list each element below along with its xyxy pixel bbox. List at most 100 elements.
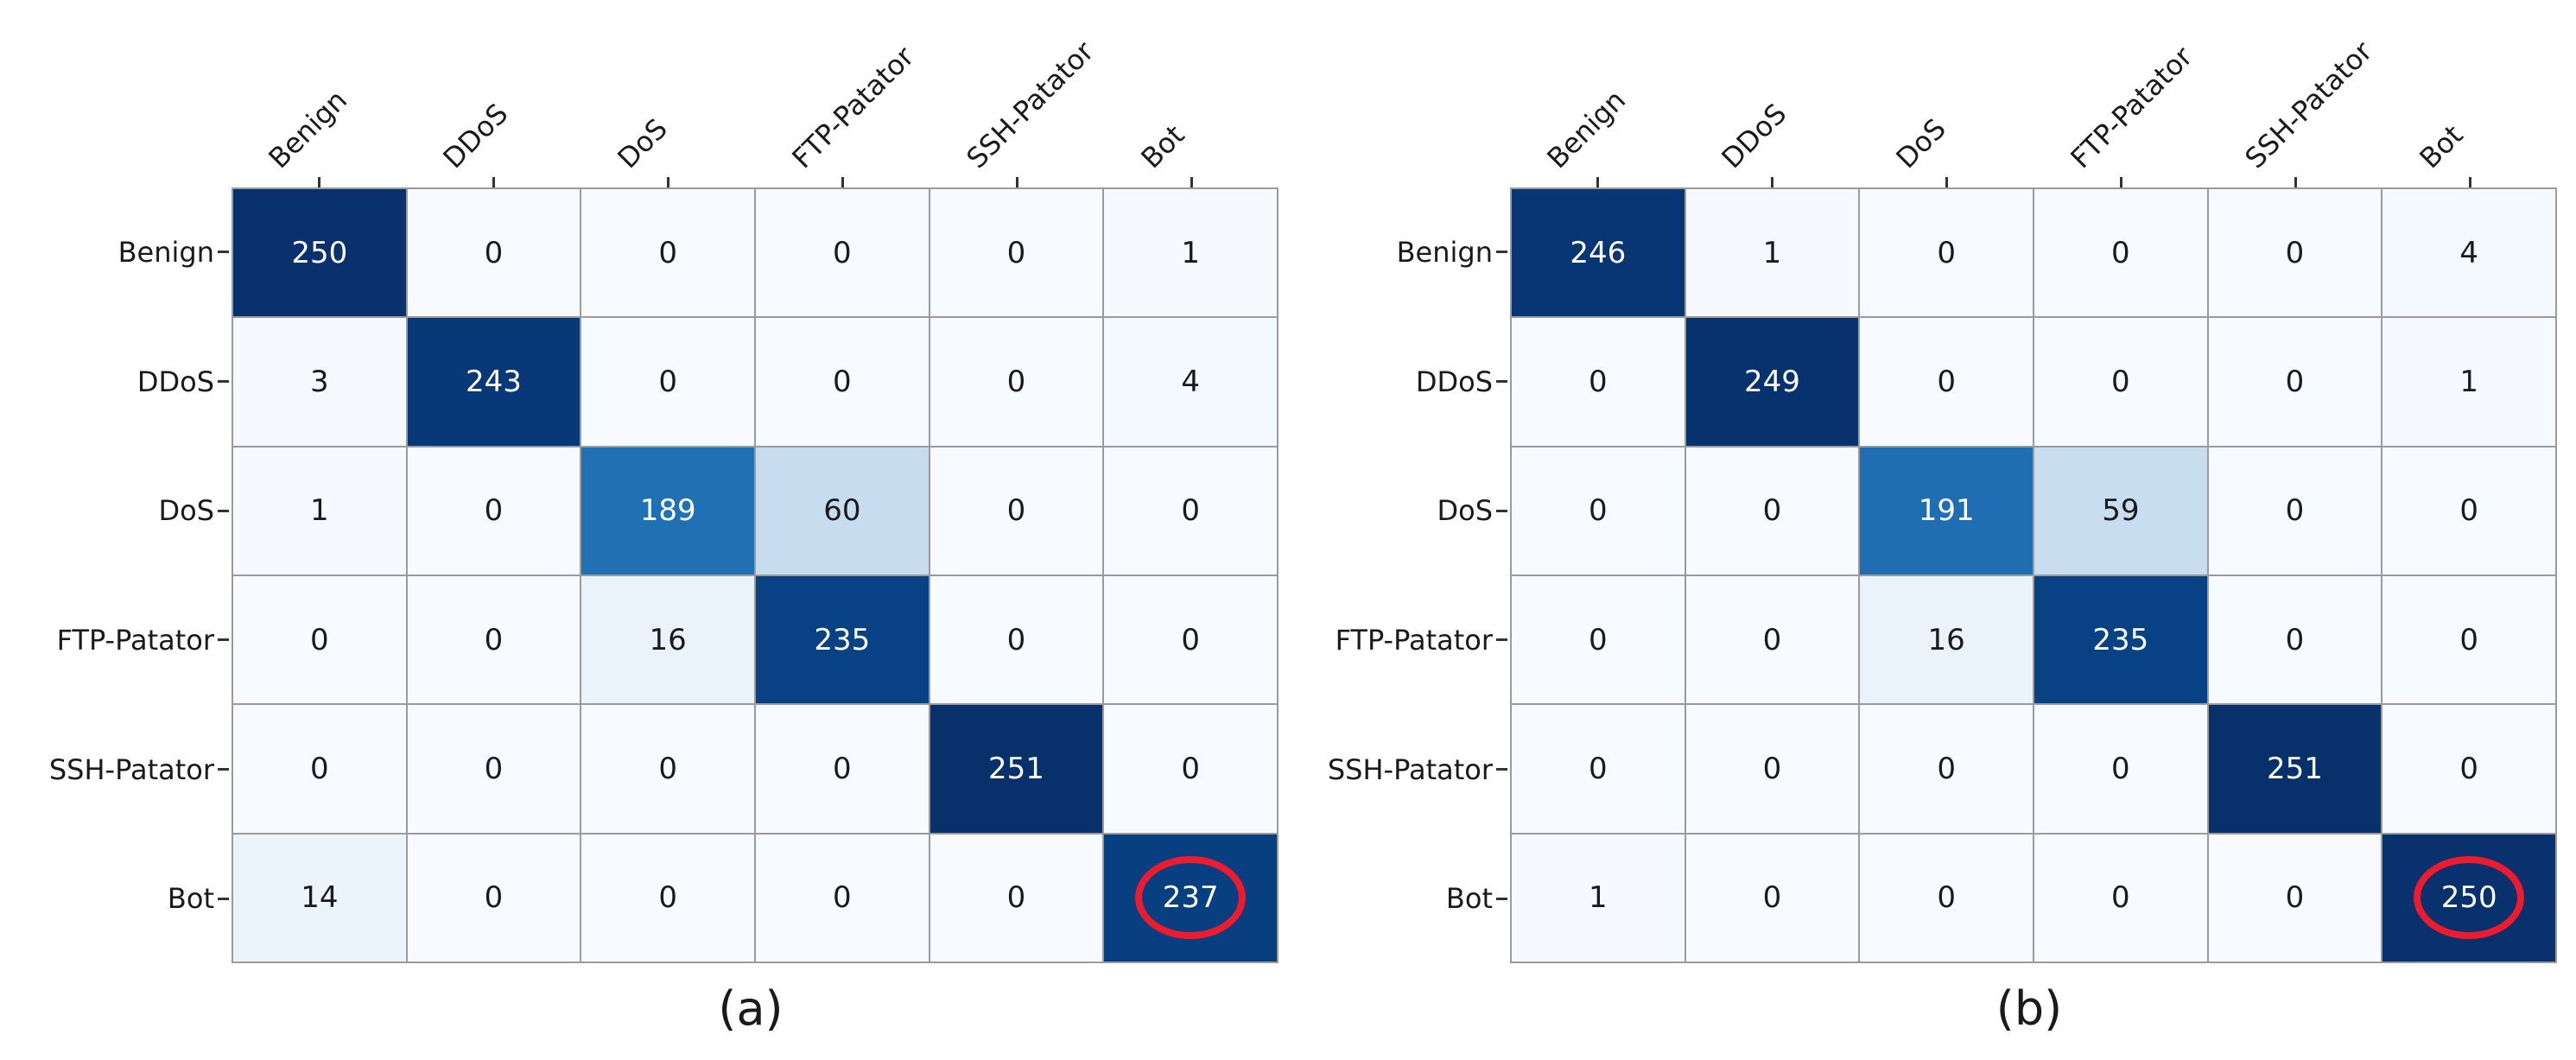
- col-label-benign: Benign: [1540, 83, 1633, 175]
- cell-value: 4: [2459, 235, 2478, 270]
- matrix-cell: 0: [929, 833, 1104, 962]
- y-axis-tick: [1496, 509, 1507, 512]
- matrix-cell: 0: [1511, 446, 1685, 575]
- cell-value: 237: [1162, 880, 1219, 916]
- matrix-cell: 243: [406, 317, 581, 447]
- col-label-dos: DoS: [611, 111, 674, 175]
- matrix-cell: 1: [2382, 317, 2556, 447]
- matrix-cell: 59: [2034, 446, 2208, 575]
- matrix-cell: 0: [1511, 704, 1685, 834]
- cell-value: 16: [649, 622, 687, 657]
- matrix-cell: 0: [2207, 188, 2382, 318]
- cell-value: 0: [833, 880, 852, 916]
- cell-value: 0: [833, 364, 852, 399]
- cell-value: 4: [1181, 364, 1200, 399]
- row-label-ftp-patator: FTP-Patator: [1335, 623, 1493, 657]
- matrix-cell: 249: [1685, 317, 1860, 447]
- x-axis-tick: [2119, 177, 2122, 187]
- matrix-cell: 250: [232, 188, 407, 318]
- matrix-cell: 1: [1103, 188, 1278, 318]
- matrix-cell: 0: [1859, 317, 2034, 447]
- confusion-matrix-panel-a: 250 0 0 0 0 1 3 243 0 0 0 4 1 0 189 60 0 0 0 0 16 235 0 0 0 0 0 0 25…: [48, 35, 1278, 963]
- cell-value: 0: [310, 751, 329, 786]
- cell-value: 0: [310, 622, 329, 657]
- cell-value: 0: [2285, 493, 2305, 529]
- cell-value: 0: [2459, 751, 2478, 786]
- matrix-cell: 0: [2382, 446, 2556, 575]
- cell-value: 0: [484, 622, 504, 657]
- cell-value: 1: [2459, 364, 2478, 399]
- x-axis-tick: [1190, 177, 1193, 187]
- matrix-cell: 0: [1685, 833, 1860, 962]
- row-label-dos: DoS: [1437, 494, 1493, 528]
- matrix-cell: 0: [406, 704, 581, 834]
- x-axis-tick: [1770, 177, 1773, 187]
- matrix-cell: 0: [406, 446, 581, 575]
- matrix-cell: 4: [1103, 317, 1278, 447]
- col-label-ssh-patator: SSH-Patator: [960, 35, 1101, 175]
- row-label-ddos: DDoS: [136, 365, 214, 398]
- y-axis-tick: [1496, 897, 1507, 900]
- cell-value: 249: [1744, 364, 1800, 399]
- col-label-ddos: DDoS: [1715, 97, 1793, 175]
- cell-value: 0: [2111, 364, 2130, 399]
- cell-value: 251: [2267, 751, 2323, 786]
- row-label-dos: DoS: [158, 494, 214, 528]
- cell-value: 0: [1006, 880, 1026, 916]
- cell-value: 0: [658, 364, 677, 399]
- cell-value: 1: [1181, 235, 1200, 270]
- cell-value: 0: [1006, 235, 1026, 270]
- cell-value: 235: [814, 622, 871, 657]
- row-label-ssh-patator: SSH-Patator: [1327, 752, 1493, 786]
- cell-value: 0: [1006, 364, 1026, 399]
- row-label-benign: Benign: [117, 235, 214, 269]
- matrix-cell: 16: [1859, 574, 2034, 705]
- matrix-cell: 0: [2207, 317, 2382, 447]
- cell-value: 0: [1006, 622, 1026, 657]
- col-label-ddos: DDoS: [436, 97, 515, 175]
- cell-value: 0: [2111, 751, 2130, 786]
- cell-value: 0: [484, 880, 504, 916]
- y-axis-tick: [218, 509, 229, 512]
- heatmap-grid: 250 0 0 0 0 1 3 243 0 0 0 4 1 0 189 60 0 0 0 0 16 235 0 0 0 0 0 0 25…: [232, 187, 1278, 963]
- cell-value: 0: [484, 493, 504, 529]
- matrix-cell: 1: [232, 446, 407, 575]
- cell-value: 0: [1589, 751, 1608, 786]
- matrix-cell: 0: [929, 446, 1104, 575]
- matrix-cell: 0: [2382, 574, 2556, 705]
- x-axis-tick: [666, 177, 669, 187]
- y-axis-tick: [218, 897, 229, 900]
- col-label-bot: Bot: [2413, 118, 2470, 175]
- x-axis-tick: [492, 177, 495, 187]
- cell-value: 0: [1937, 880, 1956, 916]
- y-axis-tick: [218, 380, 229, 383]
- matrix-cell: 0: [1859, 704, 2034, 834]
- matrix-cell: 251: [2207, 704, 2382, 834]
- matrix-cell: 0: [2034, 833, 2208, 962]
- row-label-ssh-patator: SSH-Patator: [48, 752, 214, 786]
- matrix-cell: 0: [406, 833, 581, 962]
- cell-value: 250: [291, 235, 348, 270]
- cell-value: 0: [2111, 235, 2130, 270]
- col-label-benign: Benign: [262, 83, 354, 175]
- x-axis-tick: [1945, 177, 1948, 187]
- cell-value: 60: [823, 493, 861, 529]
- matrix-cell: 0: [581, 833, 755, 962]
- cell-value: 0: [1762, 880, 1782, 916]
- col-label-ftp-patator: FTP-Patator: [2064, 40, 2199, 175]
- col-label-ssh-patator: SSH-Patator: [2238, 35, 2379, 175]
- matrix-cell: 251: [929, 704, 1104, 834]
- cell-value: 14: [301, 880, 339, 916]
- matrix-cell: 0: [1859, 188, 2034, 318]
- matrix-cell: 0: [1859, 833, 2034, 962]
- cell-value: 0: [1589, 364, 1608, 399]
- y-axis-tick: [1496, 251, 1507, 254]
- cell-value: 0: [1181, 622, 1200, 657]
- cell-value: 1: [1762, 235, 1782, 270]
- matrix-cell: 0: [1103, 704, 1278, 834]
- cell-value: 0: [1937, 235, 1956, 270]
- matrix-cell: 0: [2034, 317, 2208, 447]
- matrix-cell: 0: [929, 317, 1104, 447]
- y-axis-tick: [1496, 380, 1507, 383]
